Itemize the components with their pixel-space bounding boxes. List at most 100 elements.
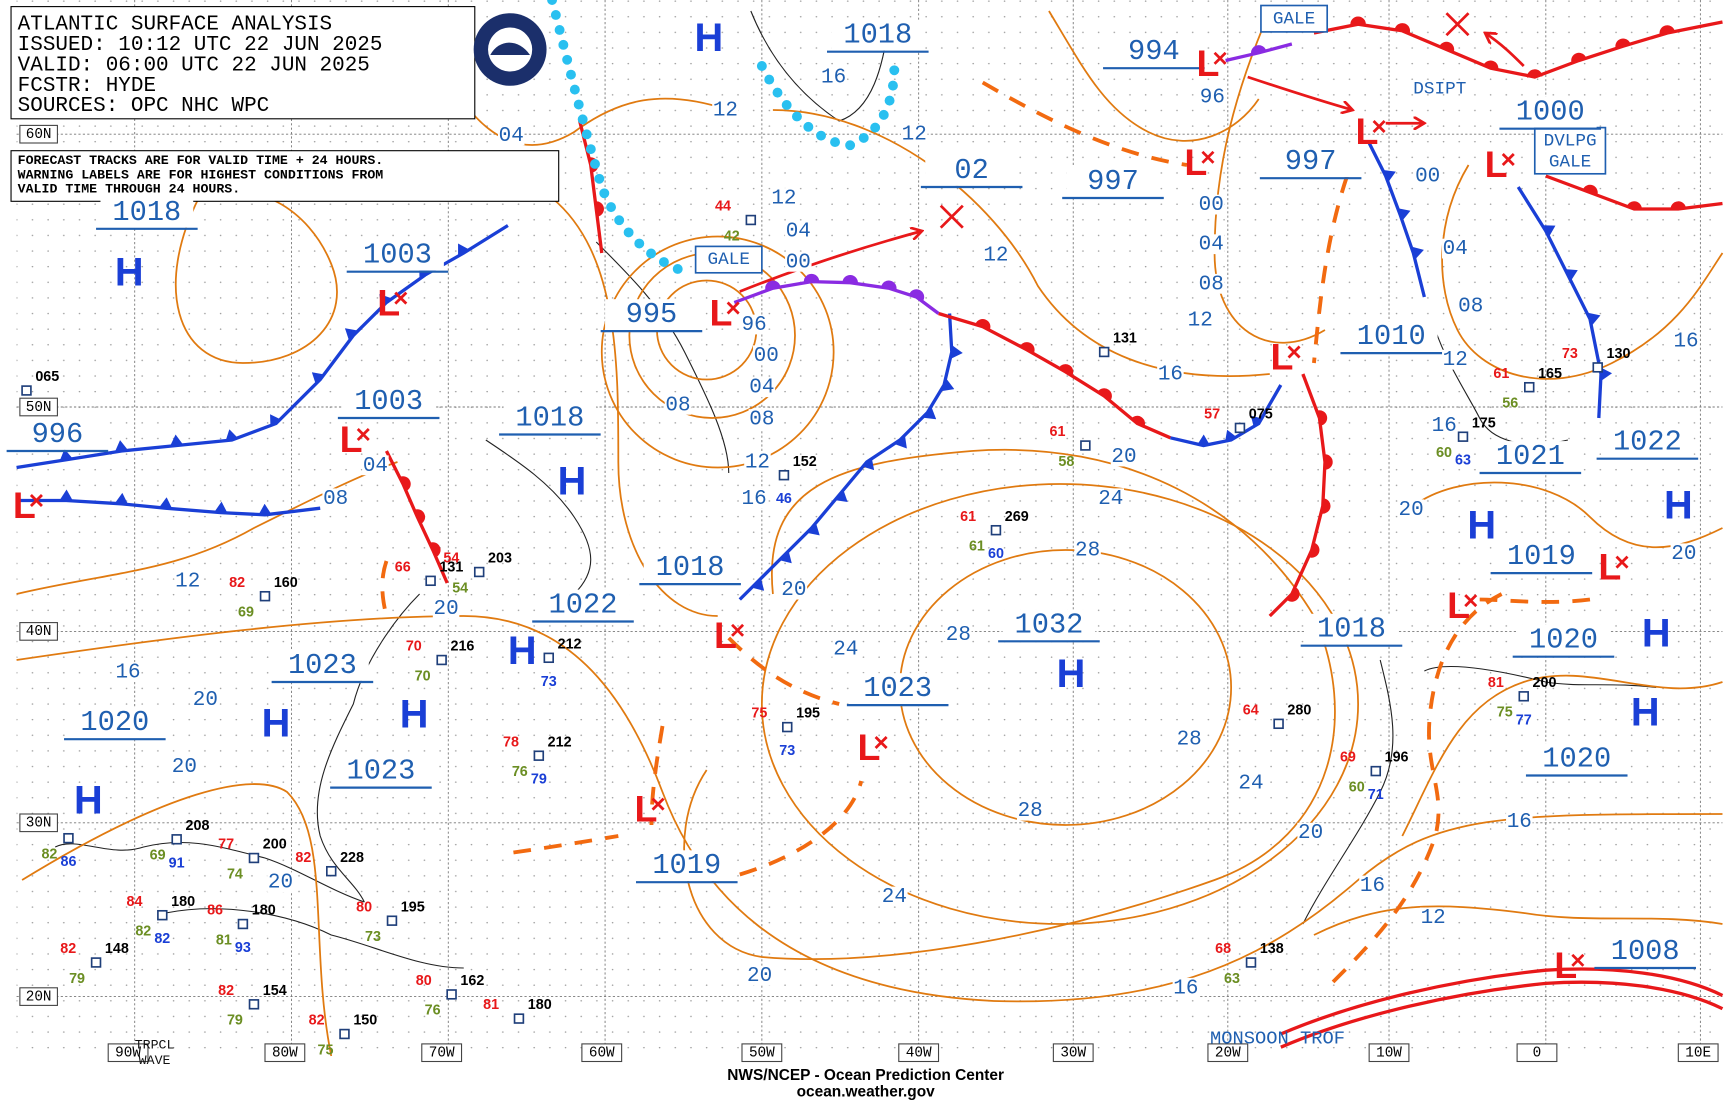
lat-label-box bbox=[19, 622, 58, 641]
station-temp: 80 bbox=[356, 899, 372, 915]
pressure-label-bg bbox=[1530, 743, 1624, 775]
station-temp: 70 bbox=[406, 639, 422, 655]
high-symbol: H bbox=[695, 16, 724, 60]
high-symbol: H bbox=[262, 702, 291, 746]
isobar-label-bg bbox=[1457, 295, 1484, 316]
center-pressure: 1019 bbox=[1507, 540, 1576, 573]
isobar-label-bg bbox=[174, 570, 201, 591]
low-x bbox=[356, 428, 370, 441]
isobar-label-bg bbox=[1074, 540, 1101, 560]
center-pressure: 1003 bbox=[354, 385, 423, 418]
isobar-label-bg bbox=[740, 314, 768, 335]
isobar-label: 20 bbox=[433, 598, 458, 621]
isobar-label-bg bbox=[770, 188, 798, 208]
isobar-label: 00 bbox=[786, 251, 811, 274]
high-symbol: H bbox=[400, 693, 429, 737]
center-pressure: 1018 bbox=[112, 196, 181, 229]
high-symbol: H bbox=[558, 460, 587, 504]
isobar-label: 12 bbox=[1188, 310, 1213, 333]
station-dew: 54 bbox=[452, 580, 468, 596]
station-dew: 79 bbox=[69, 971, 85, 987]
isobar-label-bg bbox=[900, 124, 928, 145]
station-dew: 75 bbox=[1497, 705, 1513, 721]
isobar-label-bg bbox=[1198, 273, 1225, 294]
pressure-label-bg bbox=[1107, 36, 1201, 68]
lon-label: 40W bbox=[906, 1045, 932, 1061]
center-pressure: 1019 bbox=[652, 849, 721, 882]
lon-label-box bbox=[264, 1043, 306, 1063]
lat-label: 20N bbox=[26, 989, 52, 1005]
high-symbol: H bbox=[1057, 652, 1086, 696]
station-dew: 82 bbox=[135, 923, 151, 939]
high-symbol: H bbox=[115, 251, 144, 295]
isobar-label-bg bbox=[1198, 234, 1225, 255]
lon-label-box bbox=[1516, 1043, 1558, 1063]
station-marker bbox=[425, 575, 436, 587]
feature-label: GALE bbox=[708, 250, 750, 270]
station-marker bbox=[1592, 362, 1603, 373]
header-line: SOURCES: OPC NHC WPC bbox=[18, 95, 270, 118]
isobar-label-bg bbox=[1237, 773, 1265, 794]
isobar-label: 04 bbox=[749, 377, 774, 400]
isobar-label-bg bbox=[1442, 238, 1469, 259]
footer-agency: NWS/NCEP - Ocean Prediction Center bbox=[727, 1067, 1004, 1084]
station-pres: 212 bbox=[558, 636, 582, 652]
isobar-label: 08 bbox=[1458, 295, 1483, 318]
isobar-label-bg bbox=[780, 579, 808, 600]
isobar-label-bg bbox=[945, 624, 972, 645]
station-temp: 61 bbox=[1050, 424, 1066, 440]
station-dew: 42 bbox=[724, 228, 740, 244]
isobar-label: 08 bbox=[749, 409, 774, 432]
isobar-label: 20 bbox=[781, 579, 806, 602]
isobar-label-bg bbox=[1670, 543, 1698, 564]
station-dew: 69 bbox=[238, 604, 254, 620]
isobar-label-bg bbox=[322, 488, 349, 509]
station-pres: 269 bbox=[1005, 509, 1029, 525]
station-marker bbox=[21, 385, 32, 396]
pressure-label-bg bbox=[831, 19, 925, 51]
isobar-label-bg bbox=[1175, 729, 1203, 750]
station-marker bbox=[339, 1028, 350, 1040]
header-line: VALID: 06:00 UTC 22 JUN 2025 bbox=[18, 54, 370, 77]
isobar-label-bg bbox=[744, 452, 771, 472]
station-sst: 79 bbox=[531, 772, 547, 788]
station-pres: 195 bbox=[401, 899, 425, 915]
station-pres: 196 bbox=[1385, 750, 1409, 766]
station-marker bbox=[259, 590, 271, 602]
pressure-label-bg bbox=[276, 650, 369, 681]
station-sst: 73 bbox=[541, 674, 557, 690]
isobar-label: 12 bbox=[983, 245, 1008, 268]
low-symbol: L bbox=[1554, 944, 1577, 986]
station-marker bbox=[446, 989, 457, 1000]
lon-label-box bbox=[1677, 1043, 1719, 1063]
isobar-label: 96 bbox=[742, 314, 767, 337]
station-temp: 86 bbox=[207, 903, 223, 919]
center-pressure: 1023 bbox=[346, 755, 415, 788]
low-symbol: L bbox=[634, 788, 657, 830]
note-line: WARNING LABELS ARE FOR HIGHEST CONDITION… bbox=[18, 167, 384, 182]
station-marker bbox=[326, 865, 337, 877]
isobar-label-bg bbox=[1199, 86, 1226, 107]
station-pres: 208 bbox=[185, 818, 209, 834]
station-temp: 64 bbox=[1243, 702, 1259, 718]
low-symbol: L bbox=[1598, 546, 1621, 588]
station-temp: 73 bbox=[1562, 346, 1578, 362]
isobar-label: 04 bbox=[786, 221, 811, 244]
pressure-label-bg bbox=[68, 707, 162, 739]
station-pres: 162 bbox=[460, 973, 484, 989]
station-temp: 78 bbox=[503, 734, 519, 750]
station-sst: 86 bbox=[60, 854, 76, 870]
isobar-label: 04 bbox=[1443, 238, 1468, 261]
station-marker bbox=[513, 1013, 525, 1024]
isobar-label-bg bbox=[1672, 331, 1700, 351]
station-sst: 63 bbox=[1455, 453, 1471, 469]
station-pres: 130 bbox=[1607, 346, 1631, 362]
isobar-label-bg bbox=[740, 488, 768, 509]
feature-label: GALE bbox=[1549, 152, 1591, 172]
low-x bbox=[726, 301, 740, 315]
lon-label: 60W bbox=[589, 1045, 615, 1061]
isobar-label-bg bbox=[664, 394, 692, 415]
pressure-label-bg bbox=[643, 552, 737, 583]
isobar-label: 28 bbox=[946, 624, 971, 647]
station-marker bbox=[1518, 691, 1529, 702]
